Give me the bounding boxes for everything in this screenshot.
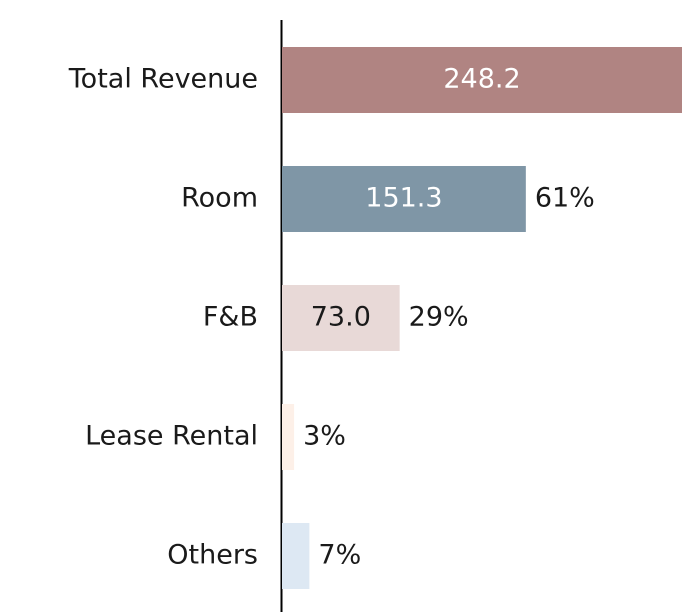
category-label: Others bbox=[167, 540, 258, 571]
category-label: Lease Rental bbox=[85, 421, 258, 452]
bar bbox=[282, 47, 682, 113]
share-label: 7% bbox=[318, 540, 361, 571]
category-label: Room bbox=[181, 183, 258, 214]
category-label: F&B bbox=[203, 302, 258, 333]
value-label: 151.3 bbox=[365, 183, 442, 214]
category-label: Total Revenue bbox=[68, 64, 258, 95]
share-label: 3% bbox=[303, 421, 346, 452]
value-label: 73.0 bbox=[311, 302, 371, 333]
bar bbox=[282, 404, 295, 470]
share-label: 61% bbox=[535, 183, 595, 214]
value-label: 248.2 bbox=[443, 64, 520, 95]
bar bbox=[282, 285, 400, 351]
share-label: 29% bbox=[409, 302, 469, 333]
bar bbox=[282, 523, 310, 589]
bar bbox=[282, 166, 526, 232]
